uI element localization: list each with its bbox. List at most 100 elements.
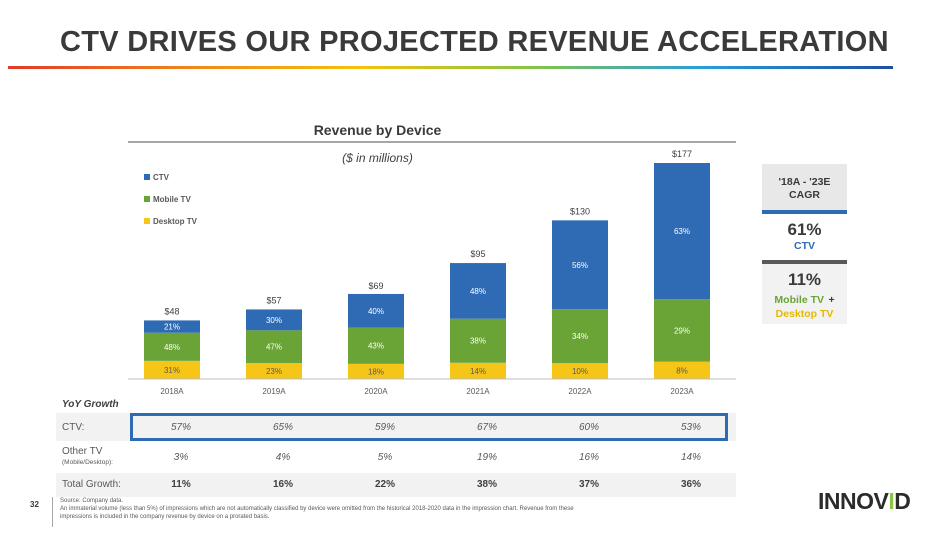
legend-label-ctv: CTV <box>153 172 169 182</box>
growth-cell: 67% <box>476 422 497 433</box>
growth-cell: 59% <box>374 422 395 433</box>
bar-data-label: 34% <box>572 332 588 341</box>
bar-data-label: 29% <box>674 326 690 335</box>
growth-cell: 14% <box>680 452 701 463</box>
bar-segment-ctv <box>654 163 710 300</box>
ctv-growth-highlight <box>130 413 728 441</box>
bar-segment-desktop <box>144 360 200 379</box>
cagr-panel: '18A - '23E CAGR 61% CTV 11% Mobile TV +… <box>762 164 847 324</box>
growth-row-ctv: CTV: 57% 65% 59% 67% 60% 53% <box>56 413 736 441</box>
bar-segment-mobile <box>246 330 302 364</box>
bar-data-label: 18% <box>368 367 384 376</box>
bar-data-label: 43% <box>368 342 384 351</box>
growth-cell: 60% <box>578 422 599 433</box>
bar-data-label: 63% <box>674 227 690 236</box>
growth-cell: 37% <box>578 479 599 490</box>
legend-label-desktop: Desktop TV <box>153 216 198 226</box>
x-tick-label: 2021A <box>466 387 490 396</box>
growth-row-total: Total Growth: 11% 16% 22% 38% 37% 36% <box>56 473 736 497</box>
growth-cell: 11% <box>171 479 191 490</box>
growth-cell: 19% <box>476 452 497 463</box>
bar-data-label: 56% <box>572 261 588 270</box>
growth-cell: 16% <box>578 452 599 463</box>
bar-segment-desktop <box>654 361 710 379</box>
growth-cell: 53% <box>680 422 701 433</box>
legend-item-mobile: Mobile TV <box>144 188 197 210</box>
cagr-header-label: CAGR <box>789 189 820 201</box>
growth-cell: 57% <box>170 422 191 433</box>
x-tick-label: 2020A <box>364 387 388 396</box>
bar-data-label: 30% <box>266 316 282 325</box>
legend-item-desktop: Desktop TV <box>144 210 197 232</box>
bar-data-label: 47% <box>266 343 282 352</box>
bar-segment-mobile <box>654 299 710 362</box>
bar-segment-ctv <box>144 320 200 333</box>
page-title: CTV DRIVES OUR PROJECTED REVENUE ACCELER… <box>60 26 889 58</box>
bar-data-label: 48% <box>164 343 180 352</box>
bar-total-label: $57 <box>266 295 281 305</box>
bar-data-label: 23% <box>266 367 282 376</box>
logo-text-main: INNOV <box>818 488 889 514</box>
bar-segment-mobile <box>450 318 506 363</box>
company-logo: INNOVID <box>818 488 911 515</box>
bar-segment-mobile <box>144 332 200 361</box>
bar-segment-ctv <box>552 220 608 310</box>
cagr-plus-sign: + <box>828 294 835 306</box>
chart-legend: CTV Mobile TV Desktop TV <box>144 166 197 232</box>
growth-cell: 36% <box>680 479 701 490</box>
cagr-other-section: 11% Mobile TV + Desktop TV <box>762 264 847 324</box>
bar-total-label: $177 <box>672 149 692 159</box>
bar-data-label: 48% <box>470 287 486 296</box>
cagr-ctv-label: CTV <box>794 240 815 252</box>
bar-segment-desktop <box>348 363 404 379</box>
legend-label-mobile: Mobile TV <box>153 194 191 204</box>
bar-data-label: 10% <box>572 367 588 376</box>
bar-segment-mobile <box>348 327 404 364</box>
x-tick-label: 2018A <box>160 387 184 396</box>
cagr-other-value: 11% <box>787 270 822 289</box>
growth-row-label: Total Growth: <box>62 479 121 490</box>
logo-text-accent: I <box>888 488 895 514</box>
footer-divider <box>52 497 53 527</box>
legend-swatch-ctv <box>144 174 150 180</box>
bar-segment-desktop <box>246 363 302 379</box>
title-divider <box>8 66 893 69</box>
bar-segment-ctv <box>348 293 404 328</box>
chart-title: Revenue by Device <box>313 122 442 138</box>
growth-cell: 65% <box>272 422 293 433</box>
cagr-divider-other <box>762 260 847 264</box>
x-tick-label: 2019A <box>262 387 286 396</box>
growth-row-label: CTV: <box>62 422 85 433</box>
growth-cell: 5% <box>377 452 393 463</box>
growth-row-label: Other TV <box>62 446 103 457</box>
growth-cell: 3% <box>173 452 189 463</box>
bar-total-label: $48 <box>164 306 179 316</box>
cagr-ctv-value: 61% <box>787 220 822 239</box>
growth-row-other: Other TV (Mobile/Desktop): 3% 4% 5% 19% … <box>56 441 736 473</box>
chart-title-rule <box>128 141 736 143</box>
x-tick-label: 2023A <box>670 387 694 396</box>
bar-total-label: $130 <box>570 206 590 216</box>
bar-segment-ctv <box>450 263 506 319</box>
footnote-source: Source: Company data. <box>60 498 124 504</box>
bar-data-label: 21% <box>164 323 180 332</box>
bar-data-label: 8% <box>676 366 688 375</box>
bar-total-label: $69 <box>368 281 383 291</box>
cagr-desktop-label: Desktop TV <box>775 308 834 320</box>
growth-cell: 4% <box>275 452 291 463</box>
legend-swatch-desktop <box>144 218 150 224</box>
page-number: 32 <box>30 500 39 509</box>
cagr-mobile-label: Mobile TV <box>774 294 824 306</box>
chart-subtitle: ($ in millions) <box>342 151 413 165</box>
cagr-ctv-section: 61% CTV <box>762 214 847 260</box>
legend-swatch-mobile <box>144 196 150 202</box>
bar-total-label: $95 <box>470 249 485 259</box>
growth-cell: 38% <box>476 479 497 490</box>
bar-data-label: 31% <box>164 366 180 375</box>
bar-segment-mobile <box>552 309 608 364</box>
cagr-header: '18A - '23E CAGR <box>762 164 847 210</box>
footnote-note: An immaterial volume (less than 5%) of i… <box>60 506 574 520</box>
growth-row-sublabel: (Mobile/Desktop): <box>62 459 113 466</box>
cagr-divider-ctv <box>762 210 847 214</box>
